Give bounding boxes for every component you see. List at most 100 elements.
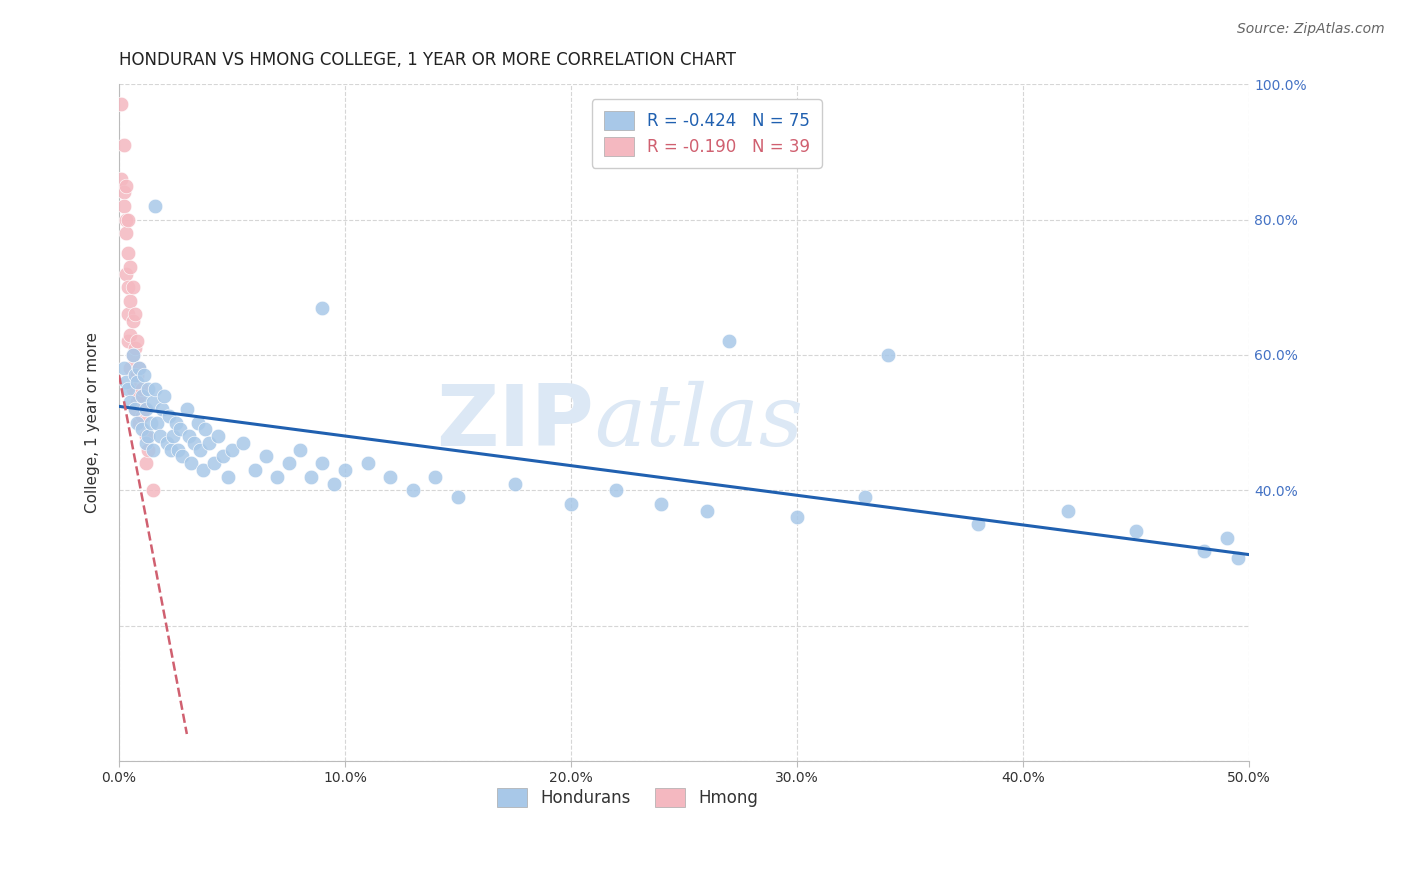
Point — [1215, 531, 1237, 545]
Point — [198, 436, 221, 450]
Point — [135, 436, 157, 450]
Point — [165, 416, 187, 430]
Point — [243, 463, 266, 477]
Point — [135, 456, 157, 470]
Point — [112, 361, 135, 376]
Point — [124, 341, 146, 355]
Point — [299, 469, 322, 483]
Point — [120, 361, 142, 376]
Point — [117, 382, 139, 396]
Point — [143, 199, 166, 213]
Point — [114, 212, 136, 227]
Point — [138, 442, 160, 457]
Point — [135, 429, 157, 443]
Point — [190, 442, 212, 457]
Point — [124, 402, 146, 417]
Point — [967, 517, 990, 532]
Point — [127, 395, 149, 409]
Point — [114, 178, 136, 193]
Point — [128, 361, 150, 376]
Point — [179, 429, 201, 443]
Point — [121, 348, 143, 362]
Point — [128, 388, 150, 402]
Point — [120, 260, 142, 274]
Point — [718, 334, 741, 349]
Point — [402, 483, 425, 498]
Point — [112, 138, 135, 153]
Point — [131, 422, 153, 436]
Point — [135, 402, 157, 417]
Point — [157, 409, 180, 423]
Point — [114, 267, 136, 281]
Point — [112, 186, 135, 200]
Point — [425, 469, 447, 483]
Point — [127, 334, 149, 349]
Point — [183, 436, 205, 450]
Point — [166, 442, 188, 457]
Point — [288, 442, 311, 457]
Point — [127, 416, 149, 430]
Point — [162, 429, 184, 443]
Point — [121, 348, 143, 362]
Point — [605, 483, 627, 498]
Point — [127, 375, 149, 389]
Point — [876, 348, 898, 362]
Point — [121, 314, 143, 328]
Point — [333, 463, 356, 477]
Point — [117, 280, 139, 294]
Point — [153, 388, 176, 402]
Point — [124, 368, 146, 383]
Point — [169, 422, 191, 436]
Point — [172, 450, 194, 464]
Point — [1192, 544, 1215, 558]
Point — [112, 199, 135, 213]
Point — [221, 442, 243, 457]
Point — [322, 476, 344, 491]
Point — [114, 375, 136, 389]
Legend: Hondurans, Hmong: Hondurans, Hmong — [489, 781, 765, 814]
Point — [131, 388, 153, 402]
Text: HONDURAN VS HMONG COLLEGE, 1 YEAR OR MORE CORRELATION CHART: HONDURAN VS HMONG COLLEGE, 1 YEAR OR MOR… — [120, 51, 737, 69]
Point — [120, 395, 142, 409]
Point — [853, 490, 876, 504]
Point — [254, 450, 277, 464]
Point — [132, 402, 155, 417]
Point — [786, 510, 808, 524]
Point — [176, 402, 198, 417]
Point — [447, 490, 470, 504]
Point — [1226, 551, 1249, 566]
Point — [207, 429, 229, 443]
Point — [232, 436, 254, 450]
Point — [194, 422, 217, 436]
Point — [150, 402, 173, 417]
Point — [131, 382, 153, 396]
Point — [142, 483, 165, 498]
Point — [143, 382, 166, 396]
Point — [117, 246, 139, 260]
Point — [146, 416, 169, 430]
Point — [212, 450, 235, 464]
Point — [217, 469, 239, 483]
Point — [120, 327, 142, 342]
Point — [191, 463, 214, 477]
Point — [138, 382, 160, 396]
Point — [124, 307, 146, 321]
Point — [277, 456, 299, 470]
Point — [110, 97, 132, 112]
Point — [138, 429, 160, 443]
Point — [202, 456, 225, 470]
Text: Source: ZipAtlas.com: Source: ZipAtlas.com — [1237, 22, 1385, 37]
Point — [311, 456, 333, 470]
Point — [124, 402, 146, 417]
Y-axis label: College, 1 year or more: College, 1 year or more — [86, 332, 100, 513]
Point — [110, 172, 132, 186]
Text: ZIP: ZIP — [436, 381, 593, 464]
Point — [560, 497, 582, 511]
Point — [149, 429, 172, 443]
Point — [114, 226, 136, 240]
Point — [132, 368, 155, 383]
Point — [503, 476, 526, 491]
Point — [311, 301, 333, 315]
Point — [266, 469, 288, 483]
Point — [180, 456, 202, 470]
